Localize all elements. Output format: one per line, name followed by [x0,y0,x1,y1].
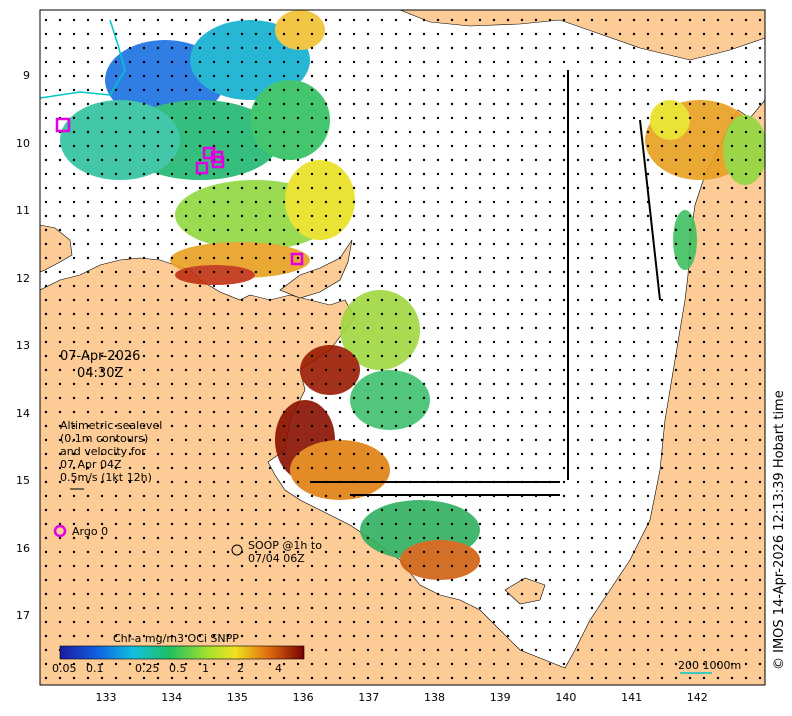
legend-line-2: (0.1m contours) [60,432,149,445]
y-tick-label: 10 [16,136,30,150]
colorbar-tick-label: 0.1 [86,662,104,675]
argo-legend-marker [53,524,67,538]
legend-line-3: and velocity for [60,445,146,458]
colorbar-tick-label: 2 [237,662,244,675]
x-tick-label: 141 [621,691,643,704]
x-tick-label: 138 [424,691,445,704]
soop-label-1: SOOP @1h to [248,539,322,552]
y-tick-label: 9 [23,69,30,82]
colorbar-tick-label: 0.25 [135,662,160,675]
y-tick-label: 15 [16,474,30,487]
x-tick-label: 135 [226,691,248,704]
colorbar-tick-label: 1 [202,662,209,675]
chlorophyll-field [60,10,765,580]
x-tick-label: 137 [358,691,380,704]
legend-line-1: Altimetric sealevel [60,419,163,432]
strong-current-arrows [310,70,661,496]
time-label: 04:30Z [77,366,124,381]
land-new-guinea [399,10,765,61]
soop-legend-marker [231,544,243,556]
land-melville-island [279,239,353,299]
track-line [40,19,126,99]
y-tick-label: 14 [16,406,30,420]
y-tick-label: 12 [16,271,30,285]
date-label: 07-Apr-2026 [60,349,141,364]
argo-markers [55,117,304,266]
colorbar-tick-label: 4 [275,662,282,675]
x-tick-label: 136 [292,691,314,704]
y-tick-label: 13 [16,339,30,352]
legend-line-5: 0.5m/s (1kt 12h) [60,471,152,484]
y-tick-label: 11 [16,204,30,217]
scale-label: 200 1000m [678,659,742,672]
soop-label-2: 07/04 06Z [248,552,305,565]
plot-frame [39,9,766,686]
legend-line-4: 07 Apr 04Z [60,458,122,471]
x-tick-label: 133 [95,691,117,704]
colorbar-tick-label: 0.5 [169,662,187,675]
x-tick-label: 139 [489,691,511,704]
colorbar-title: Chl-a mg/m3 OCi SNPP [113,632,239,645]
y-tick-label: 16 [16,541,30,555]
x-tick-label: 134 [161,691,183,704]
x-tick-label: 140 [555,691,577,704]
y-tick-label: 17 [16,609,30,622]
colorbar-tick-label: 0.05 [52,662,77,675]
argo-label: Argo 0 [72,525,109,538]
land-nw-island [40,224,73,273]
x-tick-label: 142 [686,691,708,704]
colorbar [59,645,305,660]
velocity-arrows [44,18,762,680]
copyright-credit: © IMOS 14-Apr-2026 12:13:39 Hobart time [772,390,787,670]
